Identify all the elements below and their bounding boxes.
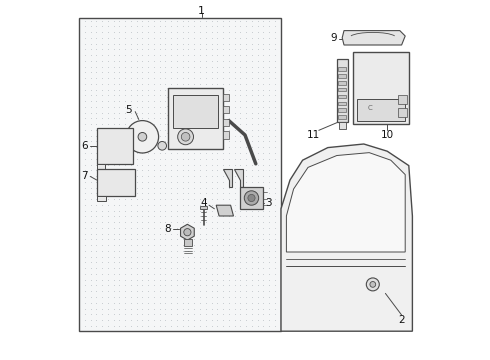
Text: 2: 2 [398, 315, 405, 325]
Bar [98, 169, 135, 196]
Text: 5: 5 [124, 105, 131, 115]
Polygon shape [180, 224, 194, 240]
Bar [223, 106, 229, 113]
Bar [338, 95, 346, 98]
Circle shape [126, 121, 159, 153]
Bar [338, 108, 346, 112]
Bar [173, 95, 218, 128]
Bar [338, 81, 346, 85]
Bar [353, 52, 409, 124]
Bar [338, 74, 346, 78]
Polygon shape [342, 31, 405, 45]
Text: C: C [368, 105, 372, 111]
Bar [98, 128, 133, 164]
Text: 9: 9 [330, 33, 337, 43]
Circle shape [370, 282, 376, 287]
Polygon shape [98, 196, 106, 201]
Circle shape [184, 229, 191, 236]
Polygon shape [286, 153, 405, 252]
Circle shape [248, 194, 255, 202]
Polygon shape [223, 169, 232, 187]
Circle shape [178, 129, 194, 145]
Bar [223, 94, 229, 101]
Bar [338, 88, 346, 91]
Text: 10: 10 [381, 130, 394, 140]
Bar [398, 108, 407, 117]
Text: 8: 8 [164, 224, 171, 234]
Polygon shape [98, 164, 104, 169]
Polygon shape [234, 169, 243, 187]
Bar [168, 88, 223, 149]
Text: 7: 7 [81, 171, 88, 181]
Bar [184, 239, 192, 246]
Circle shape [367, 278, 379, 291]
Text: 1: 1 [198, 6, 205, 16]
Bar [240, 187, 263, 209]
Polygon shape [281, 144, 413, 331]
Bar [223, 131, 229, 139]
Polygon shape [216, 205, 233, 216]
Circle shape [181, 132, 190, 141]
Bar [223, 119, 229, 126]
Circle shape [138, 132, 147, 141]
Circle shape [245, 191, 259, 205]
Bar [338, 102, 346, 105]
Bar [398, 95, 407, 104]
Bar [337, 59, 347, 122]
Bar [79, 18, 281, 331]
Text: 11: 11 [307, 130, 320, 140]
Bar [200, 206, 207, 209]
Bar [357, 99, 405, 121]
Text: 4: 4 [200, 198, 207, 208]
Circle shape [158, 141, 167, 150]
Text: 6: 6 [81, 141, 88, 151]
Bar [338, 67, 346, 71]
Bar [338, 115, 346, 119]
Text: 3: 3 [265, 198, 272, 208]
Polygon shape [339, 122, 346, 129]
